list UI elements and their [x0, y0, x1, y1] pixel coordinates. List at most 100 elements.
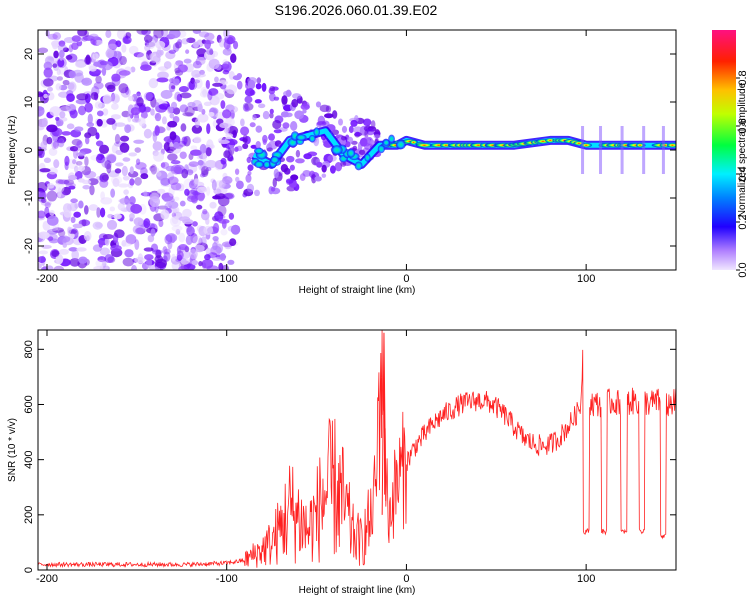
spectral-blob — [38, 231, 50, 240]
spectral-blob — [189, 248, 198, 260]
spectral-blob — [52, 140, 59, 149]
spectral-blob — [52, 32, 62, 41]
spectral-blob — [113, 50, 122, 59]
spectral-blob — [58, 117, 68, 122]
spectral-blob — [172, 115, 180, 124]
spectral-blob — [187, 80, 198, 91]
spectral-blob — [68, 247, 78, 252]
spectral-blob — [201, 236, 207, 247]
spectral-blob — [204, 160, 217, 169]
spectral-blob — [118, 198, 129, 204]
spectral-blob — [137, 253, 144, 262]
spectral-blob — [57, 187, 62, 198]
spectral-blob — [218, 139, 230, 144]
spectral-blob — [153, 112, 160, 119]
spectral-blob — [182, 218, 194, 225]
spectral-blob — [88, 65, 97, 72]
spectral-spike — [620, 126, 624, 174]
spectral-blob — [192, 60, 202, 69]
spectral-blob — [303, 153, 312, 160]
spectral-blob — [272, 177, 277, 188]
spectral-blob — [94, 101, 103, 109]
spectral-blob — [76, 140, 83, 148]
spectral-blob — [49, 106, 62, 117]
spectral-blob — [102, 94, 112, 105]
spectral-blob — [295, 149, 301, 158]
spectral-blob — [181, 168, 189, 179]
spectral-blob — [72, 223, 84, 229]
spectral-blob — [82, 185, 91, 190]
spectral-blob — [268, 133, 275, 141]
spectral-blob — [262, 110, 270, 120]
spectral-blob — [182, 112, 194, 117]
spectral-blob — [176, 250, 184, 260]
spectral-blob — [198, 31, 210, 38]
spectral-blob — [171, 85, 176, 90]
spectral-blob — [150, 96, 157, 108]
spectral-blob — [199, 69, 205, 75]
spectral-blob — [167, 146, 177, 151]
spectral-blob — [81, 77, 93, 86]
spectral-blob — [38, 250, 48, 255]
spectral-spike — [661, 126, 665, 174]
spectral-blob — [95, 259, 106, 268]
spectral-blob — [53, 159, 60, 169]
spectral-blob — [74, 165, 79, 173]
spectral-blob — [220, 100, 226, 109]
spectral-blob — [157, 71, 169, 80]
spectrogram-noise — [38, 30, 382, 270]
spectral-blob — [117, 183, 129, 188]
colorbar-tick-label: 0.2 — [737, 214, 749, 229]
spectral-blob — [115, 162, 124, 167]
spectral-blob — [229, 109, 235, 120]
ridge-peak — [544, 138, 556, 143]
spectral-blob — [203, 225, 214, 235]
spectral-blob — [111, 175, 123, 185]
spectral-blob — [140, 173, 149, 180]
spectral-blob — [128, 95, 134, 102]
spectral-blob — [219, 122, 229, 128]
spectral-blob — [43, 93, 48, 99]
spectral-blob — [85, 136, 90, 145]
ridge-blob — [308, 134, 316, 143]
spectral-blob — [290, 121, 298, 131]
spectral-blob — [191, 259, 198, 266]
spectral-blob — [105, 30, 112, 39]
spectral-blob — [255, 83, 262, 90]
spectral-blob — [57, 138, 65, 148]
spectral-blob — [266, 147, 273, 152]
spectral-blob — [155, 40, 166, 49]
spectral-blob — [109, 206, 116, 212]
colorbar: 0.0 0.2 0.4 0.6 0.8 Normalized spectral ampl… — [712, 30, 749, 278]
spectral-blob — [185, 49, 190, 54]
spectral-blob — [141, 30, 151, 36]
spectral-blob — [66, 123, 75, 130]
spectral-blob — [168, 49, 177, 54]
spectral-blob — [128, 152, 138, 157]
spectral-blob — [42, 78, 54, 87]
snr-plot — [38, 330, 676, 568]
spectral-blob — [127, 111, 132, 123]
ridge-blob — [354, 161, 363, 171]
spectral-blob — [38, 106, 45, 117]
spectral-blob — [136, 30, 148, 35]
spectral-blob — [225, 84, 238, 95]
spectral-blob — [332, 110, 338, 119]
spectral-blob — [133, 52, 144, 58]
ridge-peak — [635, 143, 645, 148]
spectral-blob — [149, 60, 157, 66]
spectral-blob — [197, 113, 209, 123]
spectral-blob — [102, 108, 109, 116]
spectral-blob — [163, 251, 171, 262]
spectral-blob — [160, 209, 170, 220]
spectral-blob — [219, 253, 226, 261]
spectral-blob — [157, 188, 166, 194]
spectral-blob — [244, 95, 253, 104]
spectral-blob — [98, 144, 110, 155]
spectrogram-x-label: Height of straight line (km) — [299, 285, 416, 296]
spectral-blob — [130, 203, 143, 214]
spectral-blob — [71, 42, 79, 51]
spectral-blob — [38, 47, 49, 54]
spectral-blob — [204, 39, 211, 50]
spectral-blob — [197, 159, 204, 166]
